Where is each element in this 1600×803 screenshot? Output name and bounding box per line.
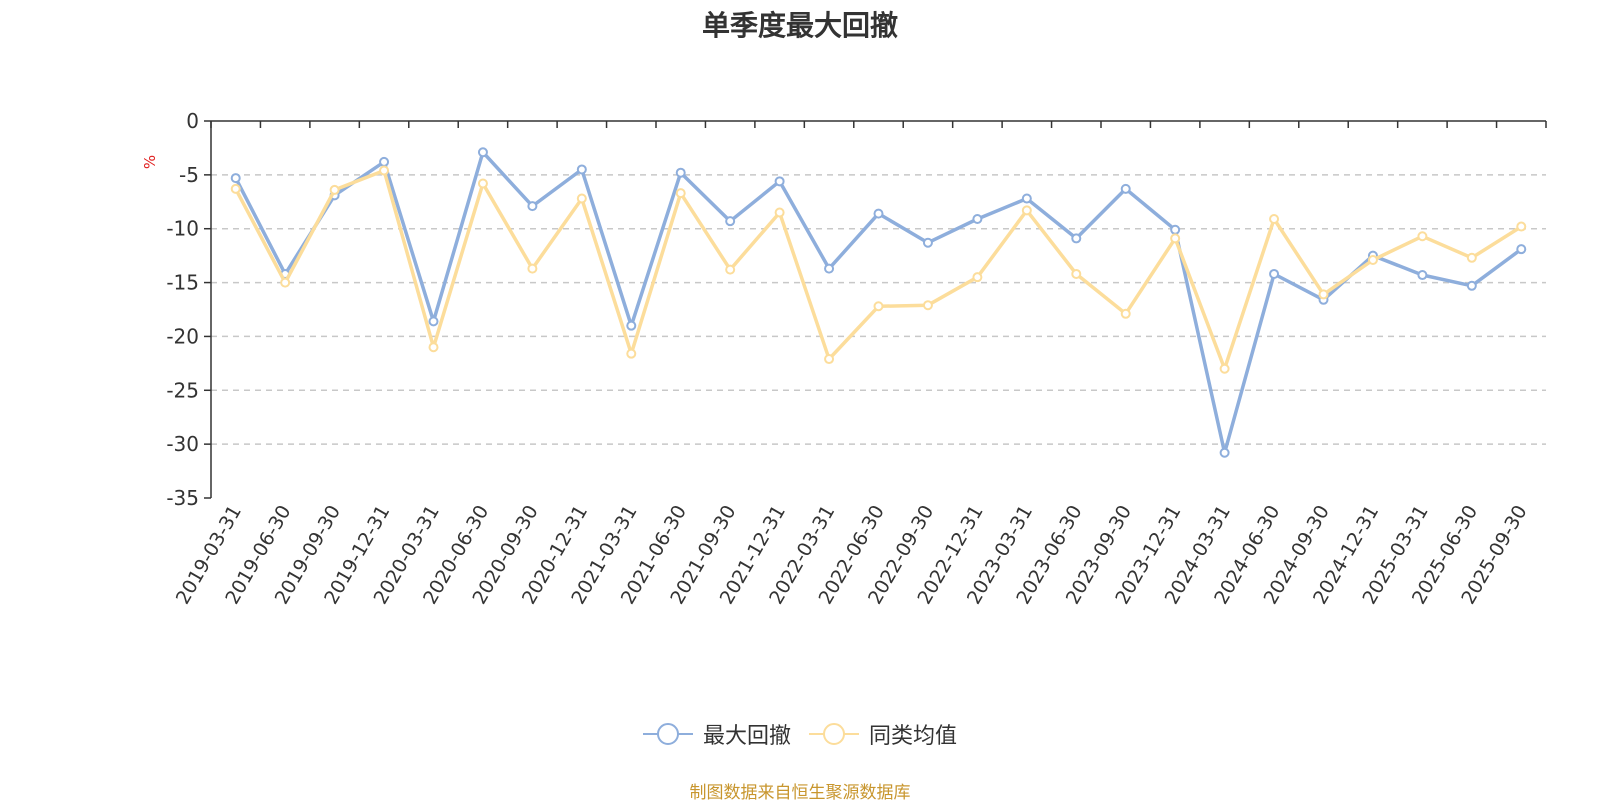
data-point[interactable] bbox=[1269, 214, 1280, 225]
legend-item-peer-average[interactable]: 同类均值 bbox=[809, 718, 957, 750]
data-point[interactable] bbox=[675, 188, 686, 199]
data-point[interactable] bbox=[1516, 221, 1527, 232]
data-point[interactable] bbox=[1219, 363, 1230, 374]
axes bbox=[210, 120, 1546, 498]
data-point[interactable] bbox=[329, 184, 340, 195]
data-point[interactable] bbox=[1417, 270, 1428, 281]
data-point[interactable] bbox=[873, 208, 884, 219]
y-tick-label: -20 bbox=[166, 324, 199, 348]
legend-item-max-drawdown[interactable]: 最大回撤 bbox=[642, 718, 791, 750]
legend-label-max-drawdown: 最大回撤 bbox=[702, 724, 791, 749]
data-point[interactable] bbox=[230, 173, 241, 184]
y-tick-label: -25 bbox=[166, 378, 199, 402]
data-point[interactable] bbox=[824, 263, 835, 274]
y-tick-label: -15 bbox=[166, 271, 199, 295]
x-axis-ticks: 2019-03-312019-06-302019-09-302019-12-31… bbox=[172, 121, 1547, 608]
data-point[interactable] bbox=[922, 237, 933, 248]
data-point[interactable] bbox=[1318, 289, 1329, 300]
legend-marker-peer-average bbox=[809, 723, 859, 745]
y-axis-ticks: 0 -5 -10 -15 -20 -25 -30 -35 bbox=[166, 109, 211, 510]
data-point[interactable] bbox=[1120, 308, 1131, 319]
data-point[interactable] bbox=[477, 178, 488, 189]
y-axis-unit: % bbox=[141, 155, 159, 169]
data-point[interactable] bbox=[774, 176, 785, 187]
data-point[interactable] bbox=[379, 156, 390, 167]
data-point[interactable] bbox=[1466, 280, 1477, 291]
data-point[interactable] bbox=[477, 147, 488, 158]
data-point[interactable] bbox=[1170, 233, 1181, 244]
series-layer bbox=[230, 147, 1527, 458]
data-point[interactable] bbox=[1120, 183, 1131, 194]
data-point[interactable] bbox=[1071, 268, 1082, 279]
data-point[interactable] bbox=[1466, 252, 1477, 263]
data-point[interactable] bbox=[379, 165, 390, 176]
grid-lines bbox=[211, 174, 1546, 445]
data-point[interactable] bbox=[1071, 233, 1082, 244]
line-chart: 0 -5 -10 -15 -20 -25 -30 -35 2019-03-312019-06-… bbox=[141, 109, 1547, 608]
y-tick-label: -35 bbox=[166, 486, 199, 510]
data-point[interactable] bbox=[824, 354, 835, 365]
data-point[interactable] bbox=[725, 264, 736, 275]
y-tick-label: -5 bbox=[179, 163, 199, 187]
data-point[interactable] bbox=[626, 348, 637, 359]
data-point[interactable] bbox=[873, 301, 884, 312]
data-point[interactable] bbox=[1516, 244, 1527, 255]
data-point[interactable] bbox=[1021, 205, 1032, 216]
legend-label-peer-average: 同类均值 bbox=[869, 724, 958, 749]
data-point[interactable] bbox=[1219, 447, 1230, 458]
data-point[interactable] bbox=[972, 272, 983, 283]
y-tick-label: 0 bbox=[186, 109, 199, 133]
data-point[interactable] bbox=[774, 207, 785, 218]
data-point[interactable] bbox=[1367, 254, 1378, 265]
data-source-note: 制图数据来自恒生聚源数据库 bbox=[689, 783, 911, 803]
data-point[interactable] bbox=[428, 316, 439, 327]
data-point[interactable] bbox=[725, 216, 736, 227]
y-tick-label: -30 bbox=[166, 432, 199, 456]
data-point[interactable] bbox=[527, 201, 538, 212]
series-line bbox=[234, 168, 1523, 371]
data-point[interactable] bbox=[280, 277, 291, 288]
data-point[interactable] bbox=[922, 300, 933, 311]
data-point[interactable] bbox=[428, 342, 439, 353]
data-point[interactable] bbox=[626, 320, 637, 331]
data-point[interactable] bbox=[972, 214, 983, 225]
chart-title: 单季度最大回撤 bbox=[701, 9, 898, 42]
data-point[interactable] bbox=[1269, 268, 1280, 279]
data-point[interactable] bbox=[576, 164, 587, 175]
legend: 最大回撤 同类均值 bbox=[0, 718, 1600, 750]
y-tick-label: -10 bbox=[166, 217, 199, 241]
legend-marker-max-drawdown bbox=[642, 723, 693, 745]
data-point[interactable] bbox=[675, 167, 686, 178]
data-point[interactable] bbox=[527, 263, 538, 274]
data-point[interactable] bbox=[1170, 224, 1181, 235]
data-point[interactable] bbox=[1021, 193, 1032, 204]
data-point[interactable] bbox=[1417, 231, 1428, 242]
data-point[interactable] bbox=[576, 193, 587, 204]
data-point[interactable] bbox=[230, 183, 241, 194]
